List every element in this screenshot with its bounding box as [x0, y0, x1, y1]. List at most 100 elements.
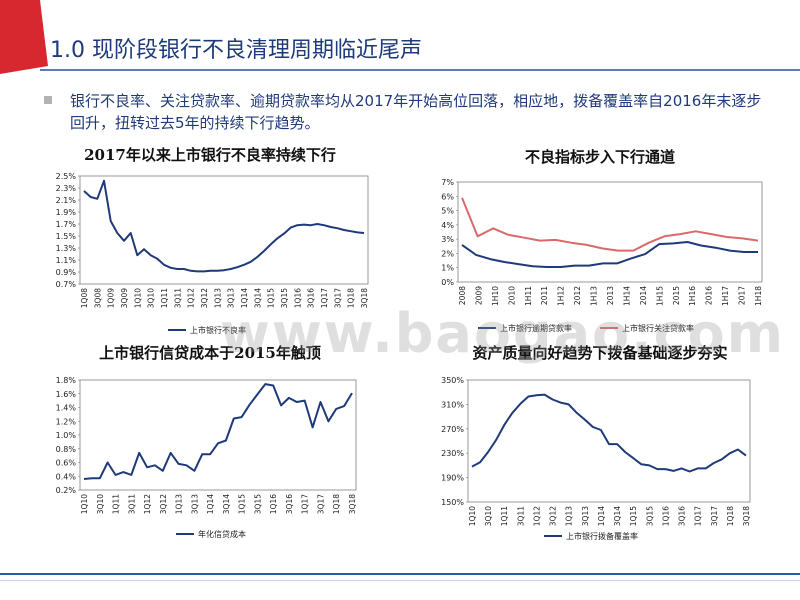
x-tick-label: 1H14: [622, 286, 631, 306]
x-tick-label: 1Q15: [267, 288, 276, 308]
x-tick-label: 1Q11: [112, 494, 121, 514]
x-tick-label: 1Q10: [468, 506, 477, 526]
chart-bad-indicators: 不良指标步入下行通道 7% 6% 5% 4% 3% 2% 1% 0% 2008 2009 1H10 2…: [420, 144, 780, 344]
series-line-0: [83, 383, 353, 480]
x-tick-label: 3Q16: [678, 506, 687, 526]
y-tick-label: 0.2%: [56, 486, 77, 495]
x-tick-label: 1Q12: [187, 288, 196, 308]
x-tick-label: 1Q12: [532, 506, 541, 526]
x-tick-label: 1Q10: [80, 494, 89, 514]
chart-title: 资产质量向好趋势下拨备基础逐步夯实: [472, 344, 728, 362]
y-tick-label: 1.0%: [56, 431, 77, 440]
chart-indicators-svg: 7% 6% 5% 4% 3% 2% 1% 0% 2008 2009 1H10 2010 1H11 2011…: [441, 178, 763, 333]
x-tick-label: 3Q13: [227, 288, 236, 308]
plot-frame: [457, 181, 763, 283]
x-tick-label: 1Q17: [694, 506, 703, 526]
x-tick-label: 2015: [672, 286, 681, 305]
x-tick-label: 1Q18: [347, 288, 356, 308]
chart-title: 不良指标步入下行通道: [524, 148, 675, 166]
x-tick-label: 1Q16: [269, 494, 278, 514]
x-tick-label: 3Q17: [316, 494, 325, 514]
y-tick-label: 0.4%: [56, 472, 77, 481]
y-tick-label: 1.5%: [56, 232, 77, 241]
x-tick-label: 3Q18: [348, 494, 357, 514]
x-tick-label: 3Q18: [742, 506, 751, 526]
y-tick-label: 2%: [441, 249, 454, 258]
y-tick-label: 0%: [441, 278, 454, 287]
x-tick-label: 1H15: [655, 286, 664, 306]
x-tick-label: 3Q08: [93, 288, 102, 308]
x-tick-label: 2013: [606, 286, 615, 305]
plot-frame: [467, 379, 751, 503]
x-tick-label: 1Q18: [332, 494, 341, 514]
x-tick-label: 1H11: [524, 286, 533, 306]
x-tick-label: 3Q12: [549, 506, 558, 526]
x-tick-label: 3Q16: [285, 494, 294, 514]
x-tick-label: 2010: [507, 286, 516, 305]
y-tick-label: 0.7%: [56, 280, 77, 289]
x-tick-label: 1Q11: [500, 506, 509, 526]
x-tick-label: 3Q14: [253, 288, 262, 308]
x-tick-label: 1Q08: [80, 288, 89, 308]
y-tick-label: 2.5%: [56, 172, 77, 181]
y-tick-label: 230%: [441, 449, 464, 458]
y-tick-label: 0.9%: [56, 268, 77, 277]
footer-line: [0, 573, 800, 575]
summary-text: 银行不良率、关注贷款率、逾期贷款率均从2017年开始高位回落，相应地，拨备覆盖率…: [70, 92, 762, 132]
y-tick-label: 0.8%: [56, 445, 77, 454]
x-tick-label: 3Q14: [613, 506, 622, 526]
y-tick-label: 1.4%: [56, 404, 77, 413]
x-tick-label: 1Q18: [726, 506, 735, 526]
x-tick-label: 3Q17: [333, 288, 342, 308]
x-tick-label: 2014: [639, 286, 648, 305]
chart-provision-coverage: 资产质量向好趋势下拨备基础逐步夯实 350% 310% 270% 230% 190% 15…: [420, 340, 780, 560]
x-tick-label: 3Q12: [200, 288, 209, 308]
bullet-icon: [44, 96, 52, 104]
x-tick-label: 3Q10: [484, 506, 493, 526]
x-tick-label: 2017: [738, 286, 747, 305]
series-line-1: [461, 197, 759, 252]
y-tick-label: 1.9%: [56, 208, 77, 217]
y-tick-label: 4%: [441, 221, 454, 230]
x-tick-label: 1Q15: [629, 506, 638, 526]
legend-label: 上市银行逾期贷款率: [500, 323, 572, 333]
chart-coverage-svg: 350% 310% 270% 230% 190% 150% 1Q10 3Q10 1Q11 3Q11…: [441, 376, 751, 541]
chart-npl-ratio: 2017年以来上市银行不良率持续下行 2.5% 2.3% 2.1% 1.9% 1.7% 1…: [40, 144, 380, 344]
x-tick-label: 1Q14: [597, 506, 606, 526]
x-tick-label: 3Q13: [581, 506, 590, 526]
x-tick-label: 1H18: [754, 286, 763, 306]
x-tick-label: 2011: [540, 286, 549, 305]
x-tick-label: 1Q11: [160, 288, 169, 308]
chart-npl-svg: 2.5% 2.3% 2.1% 1.9% 1.7% 1.5% 1.3% 1.1% 0.9% 0.7%…: [56, 172, 369, 335]
x-tick-label: 2016: [705, 286, 714, 305]
y-tick-label: 1.2%: [56, 417, 77, 426]
x-tick-label: 1Q16: [293, 288, 302, 308]
x-tick-label: 3Q15: [645, 506, 654, 526]
y-tick-label: 2.1%: [56, 196, 77, 205]
x-tick-label: 3Q12: [159, 494, 168, 514]
watermark: www.baogao.com: [220, 302, 785, 365]
chart-title: 2017年以来上市银行不良率持续下行: [84, 146, 336, 164]
header-red-accent: [0, 0, 48, 74]
x-tick-label: 1Q13: [175, 494, 184, 514]
y-tick-label: 1%: [441, 264, 454, 273]
x-tick-label: 1H13: [590, 286, 599, 306]
y-tick-label: 2.3%: [56, 184, 77, 193]
header-graphic: [0, 0, 800, 74]
x-tick-label: 1Q10: [133, 288, 142, 308]
legend-label: 上市银行不良率: [190, 325, 246, 335]
y-tick-label: 1.7%: [56, 220, 77, 229]
x-tick-label: 2008: [458, 286, 467, 305]
y-tick-label: 190%: [441, 474, 464, 483]
series-line-0: [471, 393, 747, 473]
x-tick-label: 1Q17: [301, 494, 310, 514]
y-tick-label: 1.8%: [56, 376, 77, 385]
x-tick-label: 3Q10: [96, 494, 105, 514]
x-tick-label: 1H16: [688, 286, 697, 306]
x-tick-label: 3Q16: [307, 288, 316, 308]
y-tick-label: 7%: [441, 178, 454, 187]
y-tick-label: 1.6%: [56, 390, 77, 399]
x-tick-label: 1Q09: [107, 288, 116, 308]
y-tick-label: 3%: [441, 235, 454, 244]
y-tick-label: 150%: [441, 498, 464, 507]
